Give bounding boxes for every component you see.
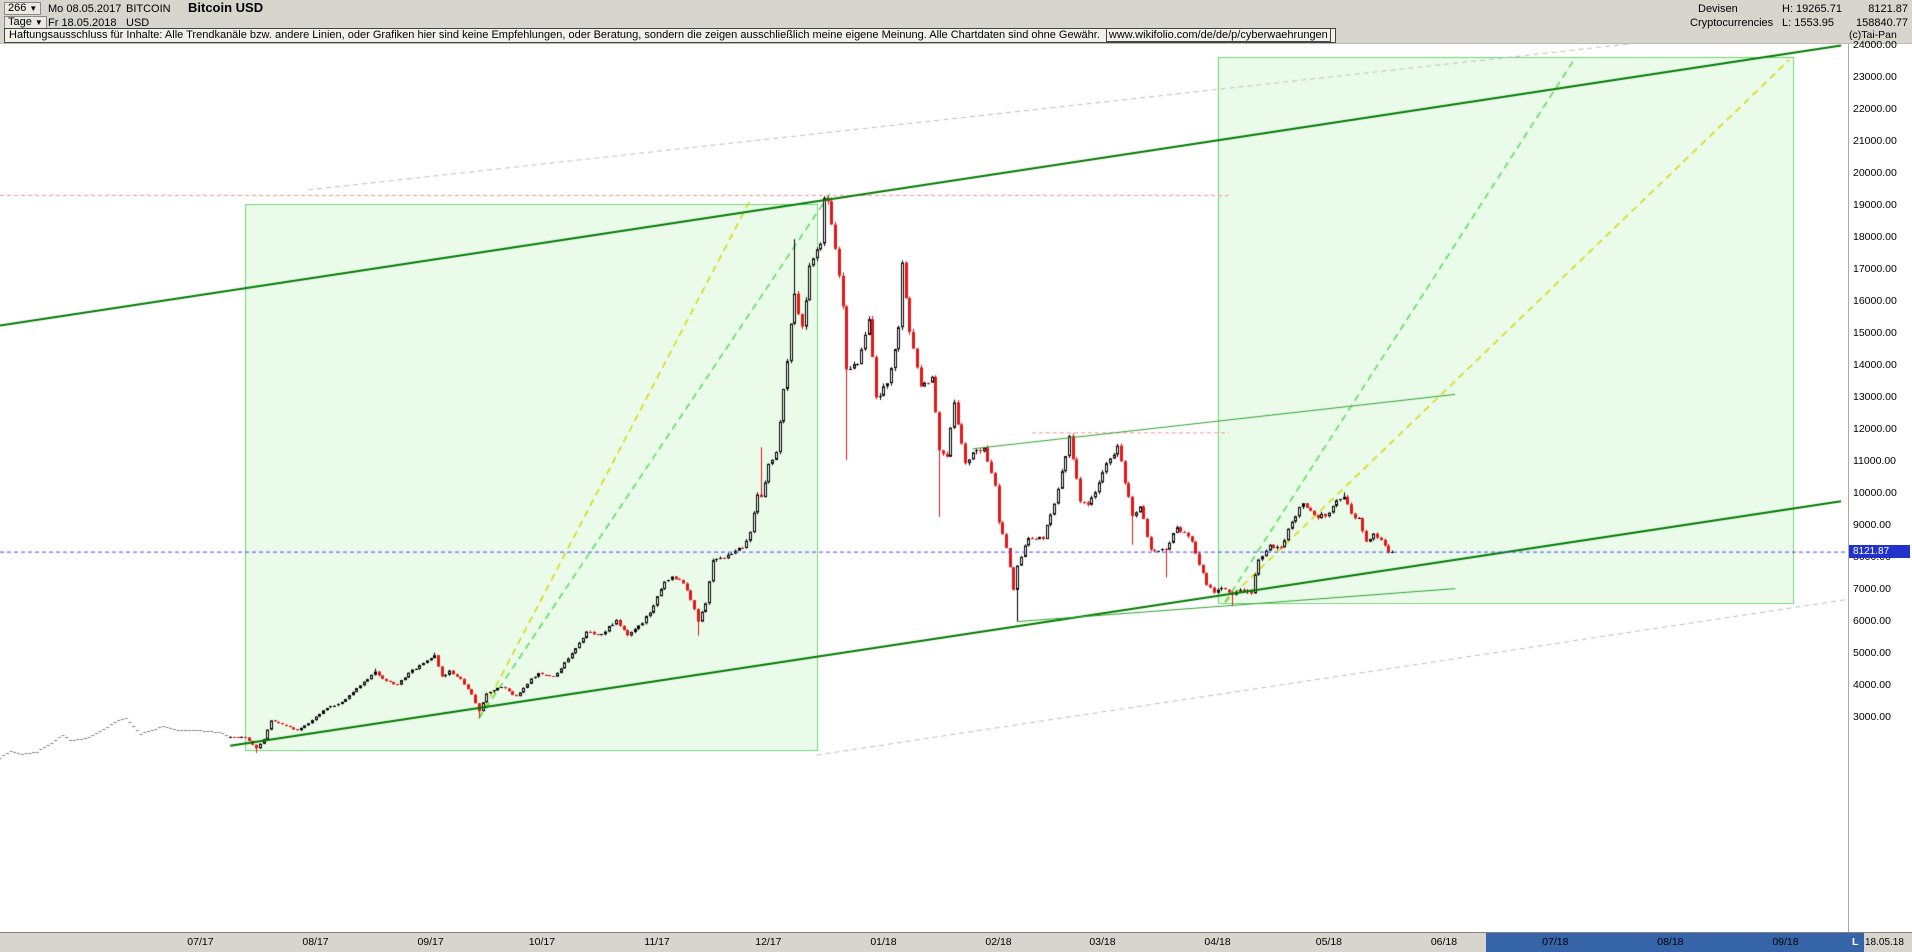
y-axis-label: 5000.00 bbox=[1853, 647, 1891, 659]
disclaimer-text: Haftungsausschluss für Inhalte: Alle Tre… bbox=[9, 29, 1100, 41]
x-axis-label: 07/18 bbox=[1542, 936, 1569, 948]
x-axis-label: 09/18 bbox=[1772, 936, 1799, 948]
index-value-row2: 158840.77 bbox=[1856, 17, 1908, 29]
copyright-label: (c)Tai-Pan bbox=[1849, 29, 1897, 41]
last-price-tag: 8121.87 bbox=[1849, 545, 1910, 559]
x-axis-label: 09/17 bbox=[417, 936, 444, 948]
y-axis-line bbox=[1848, 44, 1849, 932]
chart-header: 266 ▼ Mo 08.05.2017 BITCOIN Bitcoin USD … bbox=[0, 0, 1912, 44]
y-axis-label: 3000.00 bbox=[1853, 711, 1891, 723]
bars-count-dropdown[interactable]: 266 ▼ bbox=[4, 2, 42, 15]
x-axis-label: 06/18 bbox=[1430, 936, 1458, 948]
y-axis-label: 24000.00 bbox=[1853, 39, 1897, 51]
y-axis-label: 14000.00 bbox=[1853, 359, 1897, 371]
y-axis-label: 11000.00 bbox=[1853, 455, 1897, 467]
y-axis-label: 19000.00 bbox=[1853, 199, 1897, 211]
x-axis-label: 11/17 bbox=[644, 936, 670, 948]
price-chart[interactable] bbox=[0, 44, 1848, 932]
x-axis-label: 01/18 bbox=[870, 936, 897, 948]
category-row2: Cryptocurrencies bbox=[1690, 17, 1774, 29]
bars-count-value: 266 bbox=[8, 2, 27, 14]
last-date-label: 18.05.18 bbox=[1865, 937, 1904, 948]
y-axis: 24000.00 23000.00 22000.00 21000.00 20000.00… bbox=[1849, 0, 1912, 952]
symbol-code: BITCOIN bbox=[126, 3, 171, 15]
x-axis-label: 02/18 bbox=[985, 936, 1012, 948]
x-axis-label: 07/17 bbox=[187, 936, 214, 948]
last-marker-label: L bbox=[1852, 936, 1859, 948]
x-axis[interactable]: 07/17 08/17 09/17 10/17 11/17 12/17 01/18 02/18… bbox=[0, 932, 1912, 952]
y-axis-label: 4000.00 bbox=[1853, 679, 1891, 691]
category-row1: Devisen bbox=[1698, 3, 1738, 15]
y-axis-label: 17000.00 bbox=[1853, 263, 1897, 275]
x-axis-label: 10/17 bbox=[528, 936, 556, 948]
y-axis-label: 6000.00 bbox=[1853, 615, 1891, 627]
high-value: H: 19265.71 bbox=[1782, 3, 1842, 15]
y-axis-label: 7000.00 bbox=[1853, 583, 1891, 595]
low-value: L: 1553.95 bbox=[1782, 17, 1834, 29]
disclaimer-url: www.wikifolio.com/de/de/p/cyberwaehrunge… bbox=[1105, 28, 1331, 42]
period-value: Tage bbox=[8, 16, 32, 28]
y-axis-label: 12000.00 bbox=[1853, 423, 1897, 435]
y-axis-label: 10000.00 bbox=[1853, 487, 1897, 499]
disclaimer: Haftungsausschluss für Inhalte: Alle Tre… bbox=[4, 28, 1336, 43]
y-axis-label: 16000.00 bbox=[1853, 295, 1897, 307]
x-axis-selection bbox=[1486, 933, 1864, 952]
x-axis-label: 08/18 bbox=[1657, 936, 1684, 948]
x-axis-label: 03/18 bbox=[1089, 936, 1116, 948]
x-axis-label: 08/17 bbox=[302, 936, 329, 948]
end-date: Fr 18.05.2018 bbox=[48, 17, 117, 29]
x-axis-label: 05/18 bbox=[1315, 936, 1343, 948]
start-date: Mo 08.05.2017 bbox=[48, 3, 122, 15]
last-value-row1: 8121.87 bbox=[1868, 3, 1908, 15]
y-axis-label: 18000.00 bbox=[1853, 231, 1897, 243]
y-axis-label: 23000.00 bbox=[1853, 71, 1897, 83]
y-axis-label: 9000.00 bbox=[1853, 519, 1891, 531]
y-axis-label: 13000.00 bbox=[1853, 391, 1897, 403]
x-axis-label: 04/18 bbox=[1204, 936, 1231, 948]
y-axis-label: 15000.00 bbox=[1853, 327, 1897, 339]
y-axis-label: 21000.00 bbox=[1853, 135, 1897, 147]
x-axis-label: 12/17 bbox=[755, 936, 782, 948]
symbol-title: Bitcoin USD bbox=[188, 0, 264, 15]
chevron-down-icon: ▼ bbox=[29, 3, 38, 13]
currency-label: USD bbox=[126, 17, 150, 29]
y-axis-label: 20000.00 bbox=[1853, 167, 1897, 179]
chevron-down-icon: ▼ bbox=[34, 17, 43, 27]
y-axis-label: 22000.00 bbox=[1853, 103, 1897, 115]
